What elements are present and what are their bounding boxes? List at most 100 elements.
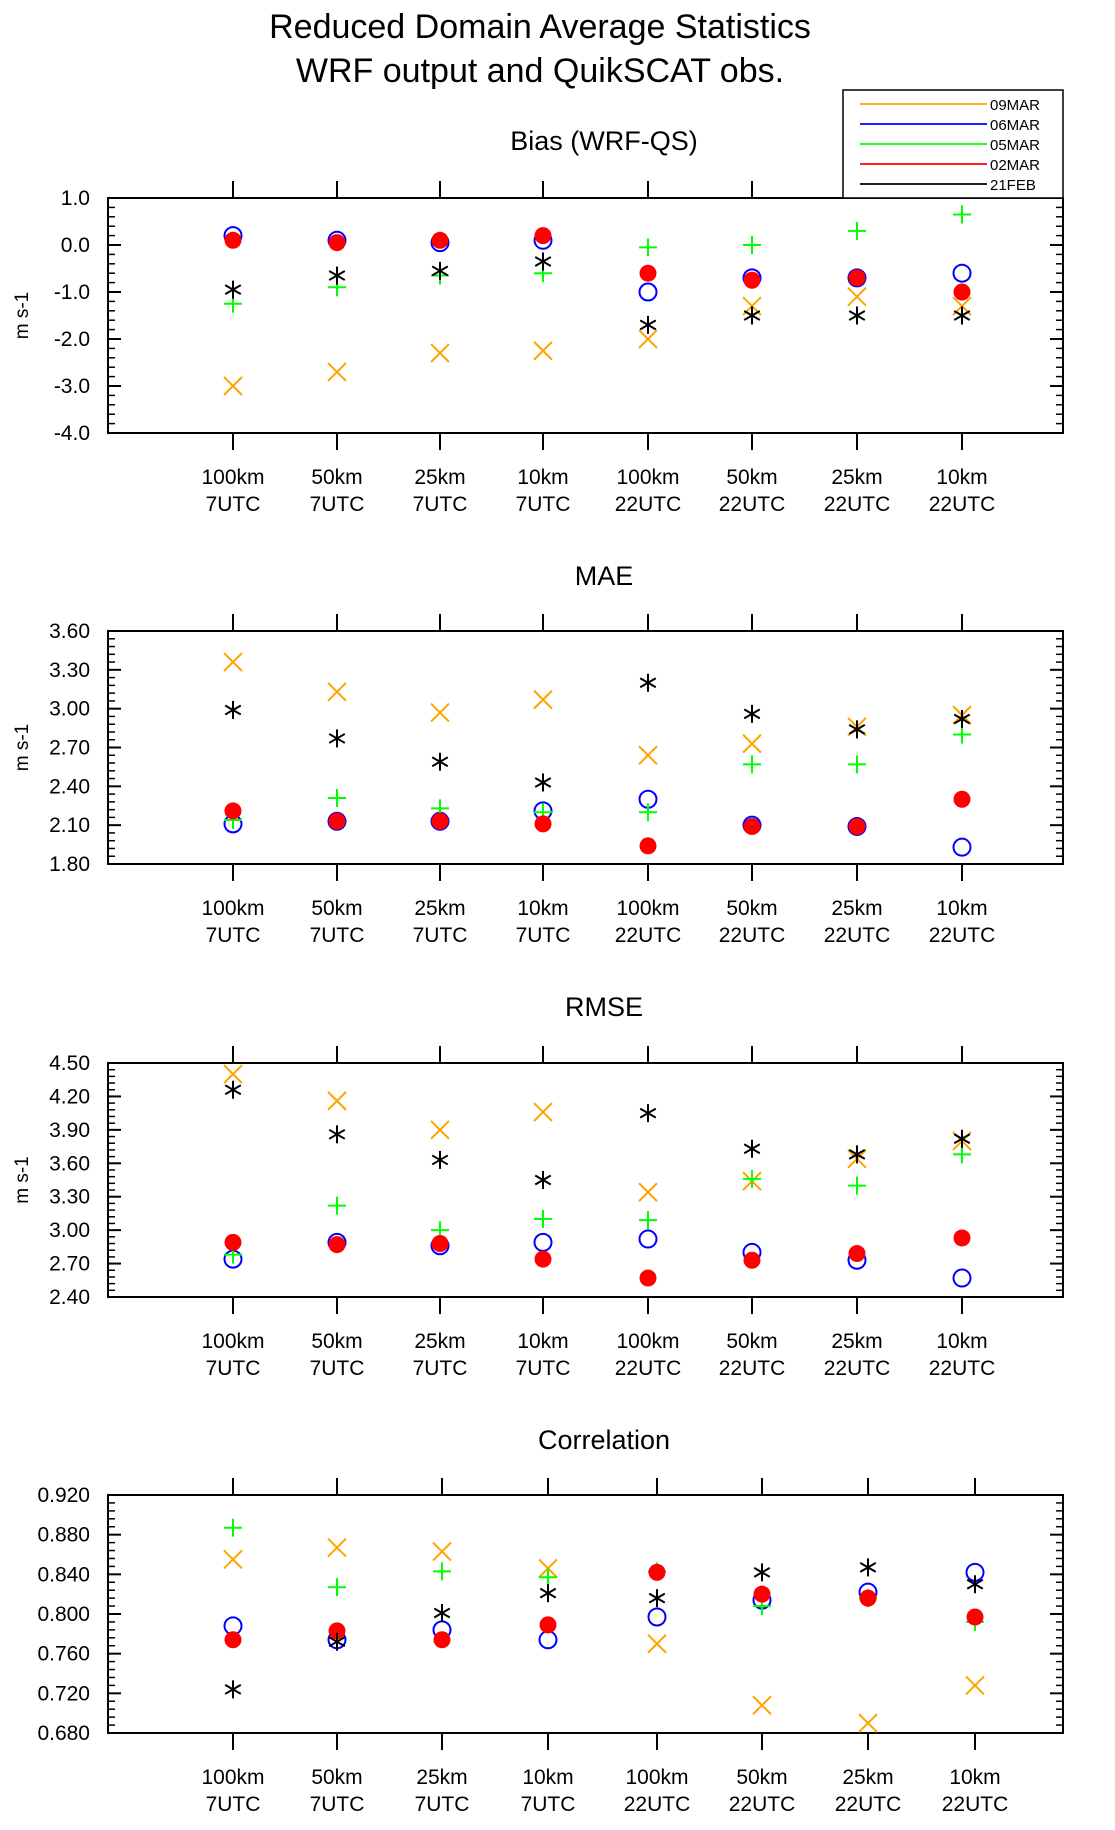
x-tick-label: 7UTC bbox=[516, 1357, 571, 1380]
x-tick-label: 10km bbox=[936, 466, 987, 489]
chart-panels: Bias (WRF-QS) 1.0 0.0 -1.0 -2.0 -3.0 -4.0 m s-1… bbox=[12, 126, 1064, 1816]
x-tick-label: 10km bbox=[522, 1766, 573, 1789]
data-point bbox=[753, 1585, 771, 1603]
data-point bbox=[848, 221, 866, 240]
data-point bbox=[431, 261, 449, 280]
data-point bbox=[847, 286, 867, 307]
x-tick-label: 10km bbox=[517, 1330, 568, 1353]
x-tick-label: 50km bbox=[736, 1766, 787, 1789]
figure-title-line2: WRF output and QuikSCAT obs. bbox=[296, 52, 784, 90]
data-point bbox=[327, 1537, 347, 1558]
data-point bbox=[743, 1139, 761, 1158]
data-point bbox=[648, 1589, 666, 1608]
y-tick-label: 0.840 bbox=[37, 1563, 90, 1586]
series-02MAR bbox=[224, 1563, 984, 1649]
chart-panel-3: RMSE 4.50 4.20 3.90 3.60 3.30 3.00 2.70 2.40 m s-… bbox=[12, 992, 1064, 1380]
data-point bbox=[953, 1229, 971, 1247]
legend-label: 06MAR bbox=[990, 117, 1040, 134]
y-tick-label: 3.00 bbox=[49, 1219, 90, 1242]
x-tick-label: 50km bbox=[726, 897, 777, 920]
series-02MAR bbox=[224, 1229, 971, 1287]
data-point bbox=[431, 752, 449, 771]
data-point bbox=[224, 1518, 242, 1537]
data-point bbox=[328, 1632, 346, 1651]
data-point bbox=[639, 238, 657, 257]
x-tick-label: 22UTC bbox=[824, 1357, 891, 1380]
y-tick-label: 3.90 bbox=[49, 1119, 90, 1142]
x-tick-label: 22UTC bbox=[615, 1357, 682, 1380]
figure-title-line1: Reduced Domain Average Statistics bbox=[269, 8, 811, 46]
data-point bbox=[534, 227, 552, 245]
x-tick-label: 100km bbox=[201, 897, 264, 920]
x-tick-label: 7UTC bbox=[516, 924, 571, 947]
data-point bbox=[539, 1584, 557, 1603]
data-point bbox=[648, 1563, 666, 1581]
data-point bbox=[534, 1250, 552, 1268]
y-tick-label: 0.920 bbox=[37, 1484, 90, 1507]
series-05MAR bbox=[224, 1518, 984, 1631]
legend-item-06MAR: 06MAR bbox=[860, 117, 1040, 134]
y-tick-label: 2.70 bbox=[49, 737, 90, 760]
data-point bbox=[538, 1630, 558, 1650]
data-point bbox=[432, 1541, 452, 1562]
x-tick-label: 7UTC bbox=[413, 924, 468, 947]
data-point bbox=[328, 1125, 346, 1144]
panel-title: Bias (WRF-QS) bbox=[510, 126, 697, 156]
y-tick-label: 4.50 bbox=[49, 1052, 90, 1075]
data-point bbox=[534, 252, 552, 271]
y-axis-label: m s-1 bbox=[12, 292, 33, 340]
x-tick-label: 10km bbox=[517, 466, 568, 489]
y-axis-label: m s-1 bbox=[12, 1156, 33, 1204]
y-tick-label: -4.0 bbox=[54, 422, 90, 445]
legend-label: 05MAR bbox=[990, 137, 1040, 154]
series-05MAR bbox=[224, 1145, 971, 1264]
x-tick-label: 100km bbox=[201, 1766, 264, 1789]
panel-title: Correlation bbox=[538, 1425, 670, 1455]
y-tick-label: 2.10 bbox=[49, 814, 90, 837]
x-tick-label: 100km bbox=[201, 466, 264, 489]
data-point bbox=[224, 280, 242, 299]
data-point bbox=[952, 1268, 972, 1288]
data-point bbox=[533, 1102, 553, 1122]
x-tick-label: 22UTC bbox=[624, 1793, 691, 1816]
x-tick-label: 7UTC bbox=[206, 1793, 261, 1816]
data-point bbox=[639, 1104, 657, 1123]
x-tick-label: 25km bbox=[842, 1766, 893, 1789]
y-tick-label: 0.760 bbox=[37, 1643, 90, 1666]
data-point bbox=[966, 1608, 984, 1626]
data-point bbox=[223, 1064, 243, 1084]
data-point bbox=[639, 803, 657, 822]
legend-label: 02MAR bbox=[990, 157, 1040, 174]
data-point bbox=[639, 837, 657, 855]
data-point bbox=[743, 704, 761, 723]
x-tick-label: 22UTC bbox=[824, 924, 891, 947]
data-point bbox=[328, 1622, 346, 1640]
y-tick-label: 2.70 bbox=[49, 1253, 90, 1276]
y-tick-label: 3.60 bbox=[49, 1152, 90, 1175]
x-tick-label: 10km bbox=[936, 897, 987, 920]
data-point bbox=[848, 1145, 866, 1164]
data-point bbox=[953, 725, 971, 744]
data-point bbox=[965, 1675, 985, 1696]
data-point bbox=[223, 652, 243, 672]
data-point bbox=[859, 1589, 877, 1607]
data-point bbox=[638, 1229, 658, 1249]
data-point bbox=[638, 1182, 658, 1202]
data-point bbox=[743, 1169, 761, 1188]
data-point bbox=[539, 1616, 557, 1634]
data-point bbox=[533, 1232, 553, 1252]
data-point bbox=[534, 815, 552, 833]
series-05MAR bbox=[224, 205, 971, 313]
x-tick-label: 50km bbox=[311, 897, 362, 920]
data-point bbox=[858, 1713, 878, 1733]
data-point bbox=[953, 790, 971, 808]
x-tick-label: 10km bbox=[517, 897, 568, 920]
data-point bbox=[743, 306, 761, 325]
x-tick-label: 100km bbox=[616, 466, 679, 489]
data-point bbox=[639, 315, 657, 334]
y-tick-label: 3.60 bbox=[49, 620, 90, 643]
x-tick-label: 22UTC bbox=[719, 493, 786, 516]
data-point bbox=[743, 817, 761, 835]
y-tick-label: 3.30 bbox=[49, 1186, 90, 1209]
x-tick-label: 22UTC bbox=[942, 1793, 1009, 1816]
